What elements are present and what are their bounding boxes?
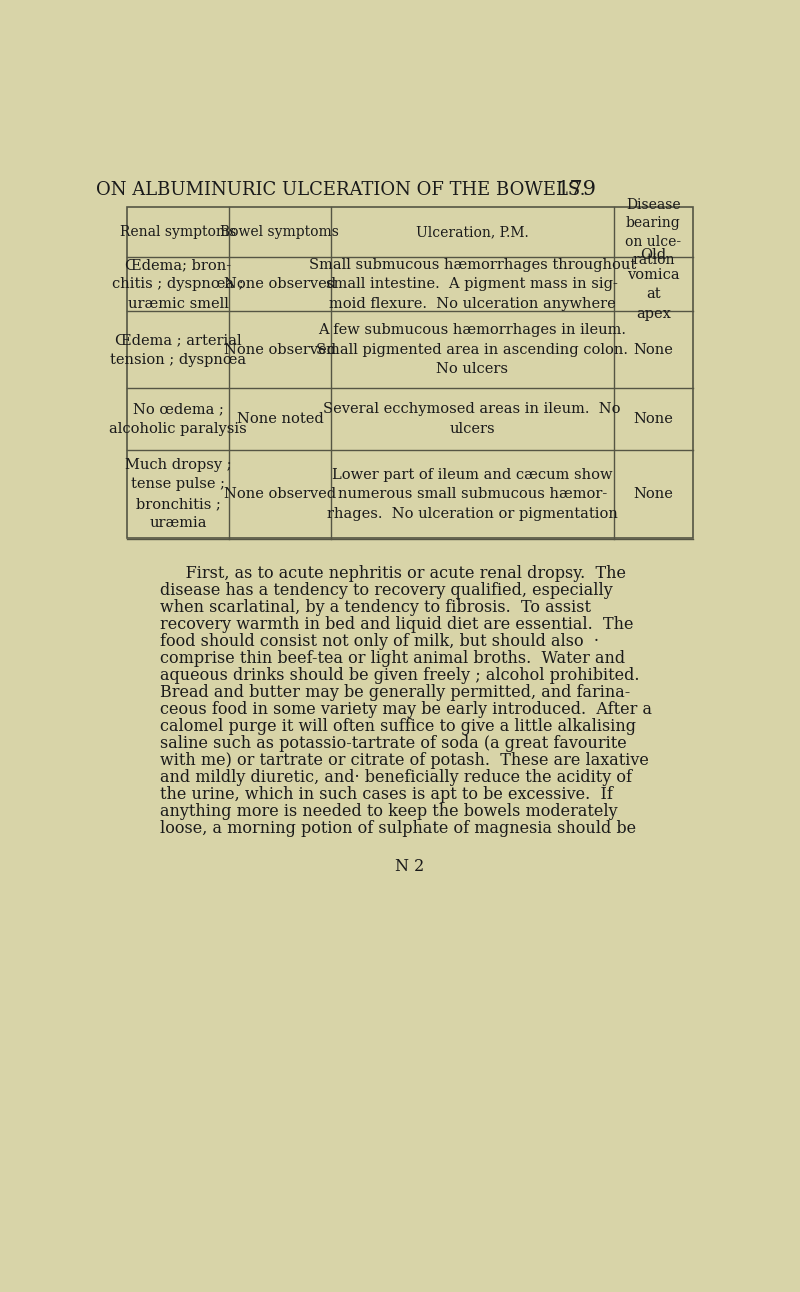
- Text: No œdema ;
alcoholic paralysis: No œdema ; alcoholic paralysis: [109, 402, 247, 435]
- Text: 179: 179: [557, 180, 597, 199]
- Text: A few submucous hæmorrhages in ileum.
Small pigmented area in ascending colon.
N: A few submucous hæmorrhages in ileum. Sm…: [316, 323, 628, 376]
- Text: Old
vomica
at
apex: Old vomica at apex: [627, 248, 679, 320]
- Text: the urine, which in such cases is apt to be excessive.  If: the urine, which in such cases is apt to…: [161, 786, 614, 802]
- Text: None observed: None observed: [224, 342, 336, 357]
- Text: Œdema; bron-
chitis ; dyspnœa ;
uræmic smell: Œdema; bron- chitis ; dyspnœa ; uræmic s…: [112, 258, 244, 311]
- Text: loose, a morning potion of sulphate of magnesia should be: loose, a morning potion of sulphate of m…: [161, 819, 637, 836]
- Text: with me) or tartrate or citrate of potash.  These are laxative: with me) or tartrate or citrate of potas…: [161, 752, 650, 769]
- Text: Œdema ; arterial
tension ; dyspnœa: Œdema ; arterial tension ; dyspnœa: [110, 333, 246, 367]
- Text: comprise thin beef-tea or light animal broths.  Water and: comprise thin beef-tea or light animal b…: [161, 650, 626, 667]
- Text: N 2: N 2: [395, 858, 425, 875]
- Text: None observed: None observed: [224, 278, 336, 292]
- Text: None: None: [634, 412, 674, 426]
- Text: when scarlatinal, by a tendency to fibrosis.  To assist: when scarlatinal, by a tendency to fibro…: [161, 599, 591, 616]
- Text: First, as to acute nephritis or acute renal dropsy.  The: First, as to acute nephritis or acute re…: [161, 566, 626, 583]
- Text: Disease
bearing
on ulce-
ration: Disease bearing on ulce- ration: [626, 198, 682, 267]
- Text: Small submucous hæmorrhages throughout
small intestine.  A pigment mass in sig-
: Small submucous hæmorrhages throughout s…: [309, 258, 636, 311]
- Text: disease has a tendency to recovery qualified, especially: disease has a tendency to recovery quali…: [161, 583, 614, 599]
- Text: saline such as potassio-tartrate of soda (a great favourite: saline such as potassio-tartrate of soda…: [161, 735, 627, 752]
- Text: aqueous drinks should be given freely ; alcohol prohibited.: aqueous drinks should be given freely ; …: [161, 667, 640, 683]
- Text: ON ALBUMINURIC ULCERATION OF THE BOWELS.: ON ALBUMINURIC ULCERATION OF THE BOWELS.: [95, 181, 585, 199]
- Text: Renal symptoms: Renal symptoms: [120, 225, 236, 239]
- Text: None: None: [634, 487, 674, 501]
- Text: recovery warmth in bed and liquid diet are essential.  The: recovery warmth in bed and liquid diet a…: [161, 616, 634, 633]
- Text: None noted: None noted: [237, 412, 323, 426]
- Text: Lower part of ileum and cæcum show
numerous small submucous hæmor-
rhages.  No u: Lower part of ileum and cæcum show numer…: [326, 468, 618, 521]
- Text: Ulceration, P.M.: Ulceration, P.M.: [416, 225, 529, 239]
- Text: food should consist not only of milk, but should also  ·: food should consist not only of milk, bu…: [161, 633, 599, 650]
- Bar: [127, 208, 693, 539]
- Text: Several ecchymosed areas in ileum.  No
ulcers: Several ecchymosed areas in ileum. No ul…: [323, 402, 621, 435]
- Text: and mildly diuretic, and· beneficially reduce the acidity of: and mildly diuretic, and· beneficially r…: [161, 769, 633, 786]
- Text: None: None: [634, 342, 674, 357]
- Text: Much dropsy ;
tense pulse ;
bronchitis ;
uræmia: Much dropsy ; tense pulse ; bronchitis ;…: [125, 457, 231, 531]
- Text: ceous food in some variety may be early introduced.  After a: ceous food in some variety may be early …: [161, 702, 653, 718]
- Text: None observed: None observed: [224, 487, 336, 501]
- Text: Bowel symptoms: Bowel symptoms: [221, 225, 339, 239]
- Text: calomel purge it will often suffice to give a little alkalising: calomel purge it will often suffice to g…: [161, 718, 637, 735]
- Text: Bread and butter may be generally permitted, and farina-: Bread and butter may be generally permit…: [161, 683, 630, 702]
- Text: anything more is needed to keep the bowels moderately: anything more is needed to keep the bowe…: [161, 802, 618, 819]
